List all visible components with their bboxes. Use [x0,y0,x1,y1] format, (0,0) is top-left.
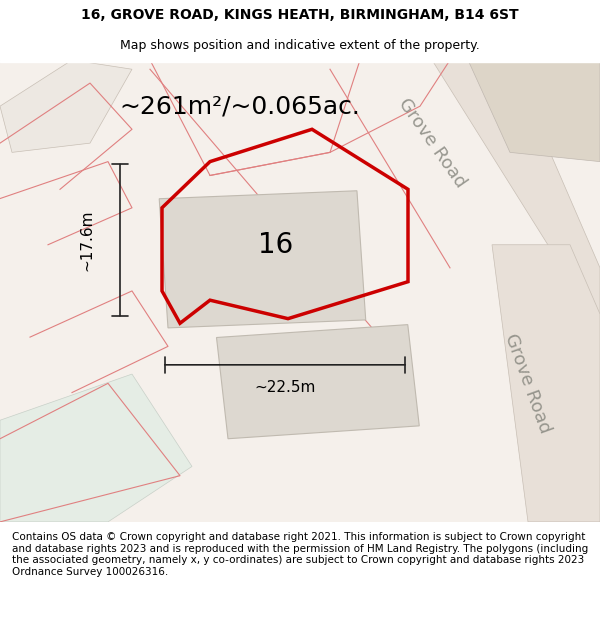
Polygon shape [432,60,600,328]
Polygon shape [0,60,132,152]
Polygon shape [0,374,192,522]
Polygon shape [492,245,600,522]
Text: ~22.5m: ~22.5m [254,381,316,396]
Text: ~17.6m: ~17.6m [80,209,95,271]
Polygon shape [468,60,600,162]
Text: ~261m²/~0.065ac.: ~261m²/~0.065ac. [119,94,361,118]
Text: Contains OS data © Crown copyright and database right 2021. This information is : Contains OS data © Crown copyright and d… [12,532,588,577]
Text: Grove Road: Grove Road [395,95,469,191]
Bar [159,191,366,328]
Text: Map shows position and indicative extent of the property.: Map shows position and indicative extent… [120,39,480,51]
Bar [217,324,419,439]
Text: Grove Road: Grove Road [502,331,554,436]
Text: 16: 16 [259,231,293,259]
Text: 16, GROVE ROAD, KINGS HEATH, BIRMINGHAM, B14 6ST: 16, GROVE ROAD, KINGS HEATH, BIRMINGHAM,… [81,8,519,22]
